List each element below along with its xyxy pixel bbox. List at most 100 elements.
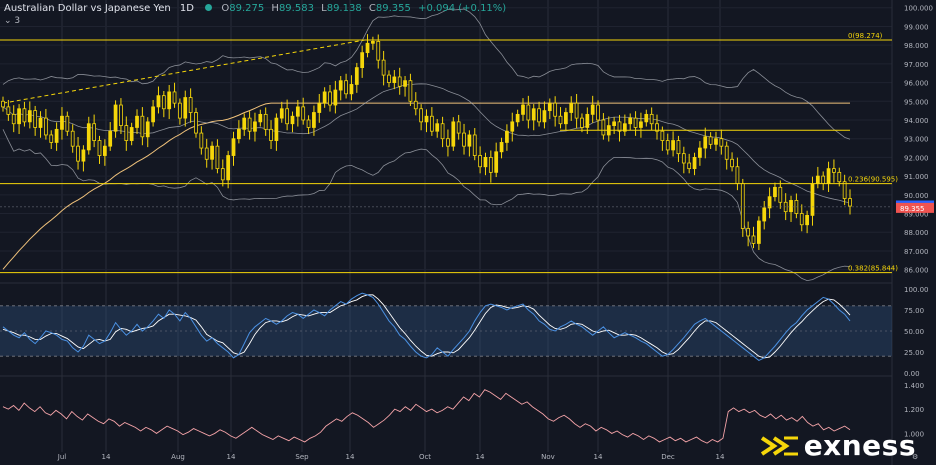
symbol-name[interactable]: Australian Dollar vs Japanese Yen bbox=[4, 3, 171, 14]
stochastic-axis-label: 25.00 bbox=[904, 349, 924, 357]
candle-body bbox=[129, 127, 134, 141]
candle-body bbox=[698, 147, 702, 158]
candle-body bbox=[778, 186, 783, 203]
candle-body bbox=[49, 134, 54, 143]
candle-body bbox=[322, 91, 327, 104]
last-price-marker bbox=[896, 202, 934, 213]
candle-body bbox=[17, 108, 21, 125]
stochastic-k-line bbox=[2, 292, 851, 361]
candle-body bbox=[649, 113, 654, 125]
candle-body bbox=[848, 198, 852, 207]
candle-body bbox=[65, 115, 70, 132]
candle-body bbox=[220, 168, 225, 181]
candle-body bbox=[622, 123, 627, 132]
candle-body bbox=[483, 157, 488, 168]
candle-body bbox=[354, 67, 359, 85]
candle-body bbox=[569, 102, 574, 113]
exness-logo: exness bbox=[760, 429, 916, 462]
candle-body bbox=[537, 108, 541, 123]
price-axis-label: 98.000 bbox=[904, 42, 929, 50]
candle-body bbox=[687, 162, 692, 170]
candle-body bbox=[108, 130, 113, 147]
candle-body bbox=[381, 59, 386, 76]
candle-body bbox=[392, 76, 397, 83]
candle-body bbox=[279, 108, 284, 119]
fib-level-label: 0.236(90.595) bbox=[848, 176, 898, 184]
candle-body bbox=[526, 104, 531, 121]
candle-body bbox=[821, 175, 826, 184]
last-price-marker-label: 89.355 bbox=[900, 205, 925, 213]
candle-body bbox=[735, 166, 740, 184]
candle-body bbox=[660, 130, 665, 141]
candle-body bbox=[113, 104, 118, 132]
atr-line bbox=[2, 389, 851, 444]
candle-body bbox=[842, 181, 847, 199]
price-axis-label: 95.000 bbox=[904, 98, 929, 106]
time-axis-label: Sep bbox=[295, 453, 309, 461]
candle-body bbox=[338, 80, 343, 91]
candle-body bbox=[756, 220, 761, 244]
candle-body bbox=[521, 104, 525, 115]
price-axis-label: 90.000 bbox=[904, 192, 929, 200]
candle-body bbox=[730, 158, 734, 168]
fib-level-label: 0.382(85.844) bbox=[848, 265, 898, 273]
candle-body bbox=[585, 113, 590, 128]
change-value: +0.094 (+0.11%) bbox=[418, 3, 507, 14]
candle-body bbox=[295, 106, 300, 117]
time-axis-label: 14 bbox=[346, 453, 355, 461]
price-axis-label: 91.000 bbox=[904, 173, 929, 181]
candle-body bbox=[70, 130, 75, 147]
candle-body bbox=[306, 119, 311, 128]
indicators-toggle[interactable]: ⌄ 3 bbox=[4, 16, 20, 26]
timeframe-label[interactable]: 1D bbox=[179, 3, 194, 14]
candle-body bbox=[365, 42, 370, 54]
price-axis-label: 92.000 bbox=[904, 154, 929, 162]
candle-body bbox=[424, 115, 429, 123]
candle-body bbox=[199, 132, 204, 149]
candle-body bbox=[547, 102, 552, 112]
candle-body bbox=[269, 128, 273, 141]
candle-body bbox=[167, 91, 172, 110]
candle-body bbox=[644, 113, 649, 123]
candle-body bbox=[140, 115, 145, 138]
candle-body bbox=[665, 140, 670, 151]
candle-body bbox=[161, 95, 166, 110]
candle-body bbox=[413, 100, 418, 110]
stochastic-axis-label: 75.00 bbox=[904, 307, 924, 315]
candle-body bbox=[440, 123, 445, 140]
time-axis-label: 14 bbox=[594, 453, 603, 461]
close-value: 89.355 bbox=[375, 3, 411, 14]
moving-average-line bbox=[2, 102, 850, 270]
price-axis-label: 96.000 bbox=[904, 80, 929, 88]
candle-body bbox=[639, 121, 643, 128]
market-status-icon bbox=[205, 4, 213, 11]
close-label: C bbox=[368, 3, 376, 14]
candle-body bbox=[376, 41, 381, 61]
price-axis-label: 94.000 bbox=[904, 117, 929, 125]
candle-body bbox=[253, 121, 257, 132]
candle-body bbox=[194, 112, 198, 134]
low-value: 89.138 bbox=[326, 3, 362, 14]
stochastic-axis-label: 0.00 bbox=[904, 370, 920, 378]
atr-axis-label: 1.400 bbox=[904, 382, 924, 390]
candle-body bbox=[542, 110, 547, 123]
candle-body bbox=[558, 115, 563, 125]
candle-body bbox=[44, 117, 48, 136]
atr-axis-label: 1.000 bbox=[904, 430, 924, 438]
candle-body bbox=[746, 228, 751, 237]
candle-body bbox=[515, 113, 520, 123]
candle-body bbox=[574, 102, 579, 119]
candle-body bbox=[510, 121, 515, 132]
candle-body bbox=[387, 74, 391, 83]
candle-body bbox=[33, 110, 38, 128]
candle-body bbox=[692, 157, 697, 170]
candle-body bbox=[478, 155, 482, 168]
candle-body bbox=[231, 138, 236, 156]
exness-mark-icon bbox=[760, 435, 798, 456]
chart-legend: Australian Dollar vs Japanese Yen 1D O89… bbox=[4, 3, 510, 14]
candle-body bbox=[172, 91, 177, 104]
candle-body bbox=[826, 168, 831, 184]
candle-body bbox=[655, 123, 659, 132]
candle-body bbox=[617, 121, 622, 132]
